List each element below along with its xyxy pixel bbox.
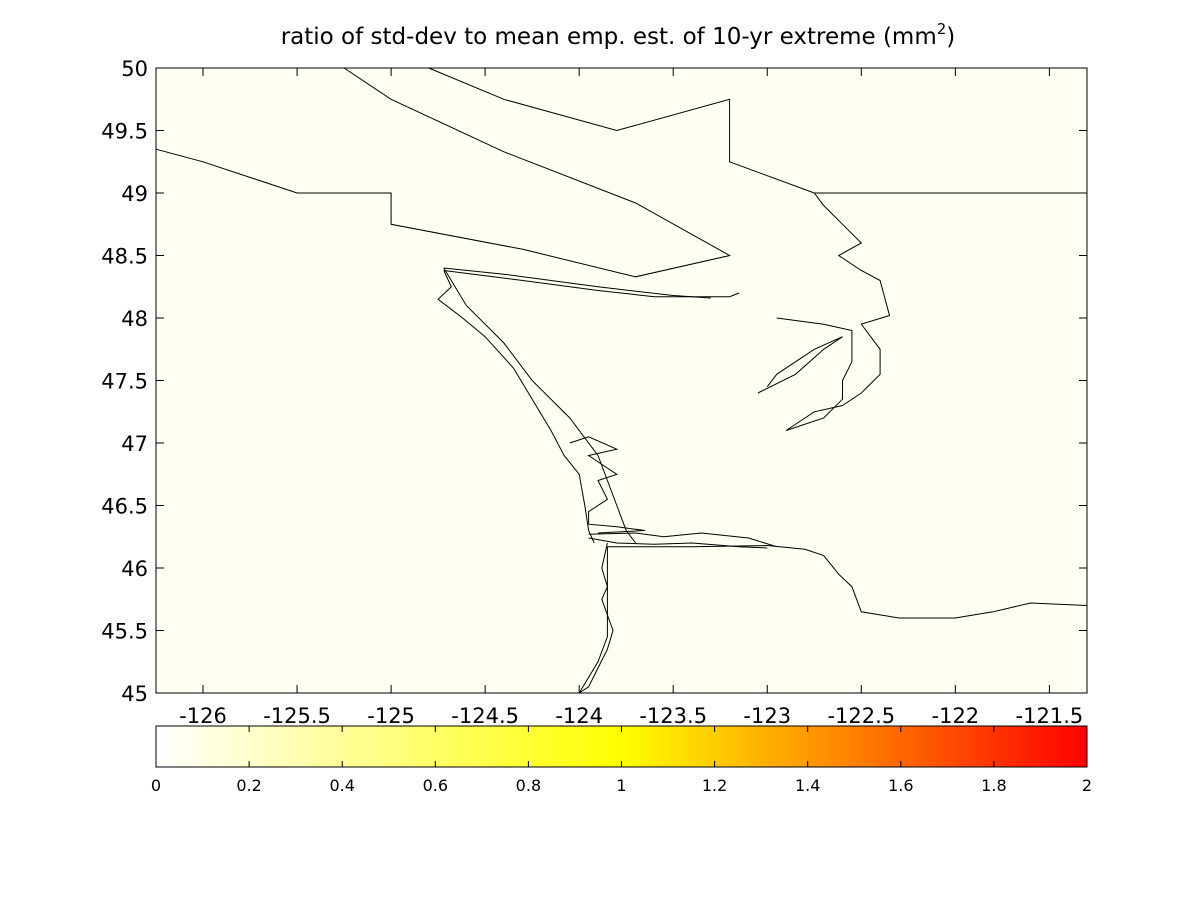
y-tick-label: 47 (121, 432, 148, 456)
y-tick-label: 47.5 (101, 370, 148, 394)
y-tick-label: 48 (121, 307, 148, 331)
y-axis: 45 45.5 46 46.5 47 47.5 48 48.5 49 49.5 50 (101, 57, 1087, 706)
x-tick-label: -122.5 (827, 704, 895, 728)
olympic-peninsula-coast (437, 270, 595, 544)
colorbar (155, 725, 1088, 768)
colorbar-tick-label: 0.6 (423, 776, 448, 795)
mainland-bc-coast (428, 67, 815, 194)
oregon-coast (578, 542, 614, 694)
olympic-peninsula-inner (443, 267, 636, 544)
y-tick-label: 48.5 (101, 245, 148, 269)
x-tick-label: -124.5 (451, 704, 519, 728)
y-tick-label: 50 (121, 57, 148, 81)
x-tick-label: -125.5 (263, 704, 331, 728)
map-title: ratio of std-dev to mean emp. est. of 10… (281, 20, 956, 50)
y-tick-label: 45.5 (101, 620, 148, 644)
hood-canal (757, 336, 843, 394)
columbia-river-north (588, 532, 777, 548)
colorbar-tick-label: 1 (616, 776, 626, 795)
colorbar-tick-label: 1.4 (795, 776, 820, 795)
x-tick-label: -122 (932, 704, 980, 728)
colorbar-tick-label: 0.8 (516, 776, 541, 795)
colorbar-tick-label: 2 (1082, 776, 1092, 795)
strait-of-juan-de-fuca-south (443, 270, 740, 298)
colorbar-tick-label: 1.6 (888, 776, 913, 795)
colorbar-tick-label: 0.2 (236, 776, 261, 795)
grays-harbor (569, 436, 646, 534)
map-plot-area (155, 67, 1088, 694)
y-tick-label: 46.5 (101, 495, 148, 519)
columbia-river-east (607, 544, 1088, 619)
x-tick-label: -124 (555, 704, 603, 728)
colorbar-axis: 0 0.2 0.4 0.6 0.8 1 1.2 1.4 1.6 1.8 2 (151, 726, 1092, 795)
x-tick-label: -125 (367, 704, 415, 728)
coastline-layer (155, 67, 1088, 694)
x-tick-label: -123.5 (639, 704, 707, 728)
colorbar-tick-label: 1.2 (702, 776, 727, 795)
y-tick-label: 49.5 (101, 120, 148, 144)
x-tick-label: -121.5 (1016, 704, 1084, 728)
columbia-river-south (588, 537, 768, 549)
colorbar-tick-label: 1.8 (981, 776, 1006, 795)
colorbar-tick-label: 0.4 (329, 776, 354, 795)
colorbar-tick-label: 0 (151, 776, 161, 795)
y-tick-label: 49 (121, 182, 148, 206)
y-tick-label: 46 (121, 557, 148, 581)
strait-of-juan-de-fuca-north (443, 267, 711, 299)
x-tick-label: -123 (743, 704, 791, 728)
puget-sound (776, 192, 891, 431)
oregon-coast-inner (578, 546, 608, 694)
y-tick-label: 45 (121, 682, 148, 706)
x-tick-label: -126 (179, 704, 227, 728)
vancouver-island-north-shore (155, 67, 731, 278)
x-axis: -126 -125.5 -125 -124.5 -124 -123.5 -123 -122.5… (179, 68, 1083, 728)
